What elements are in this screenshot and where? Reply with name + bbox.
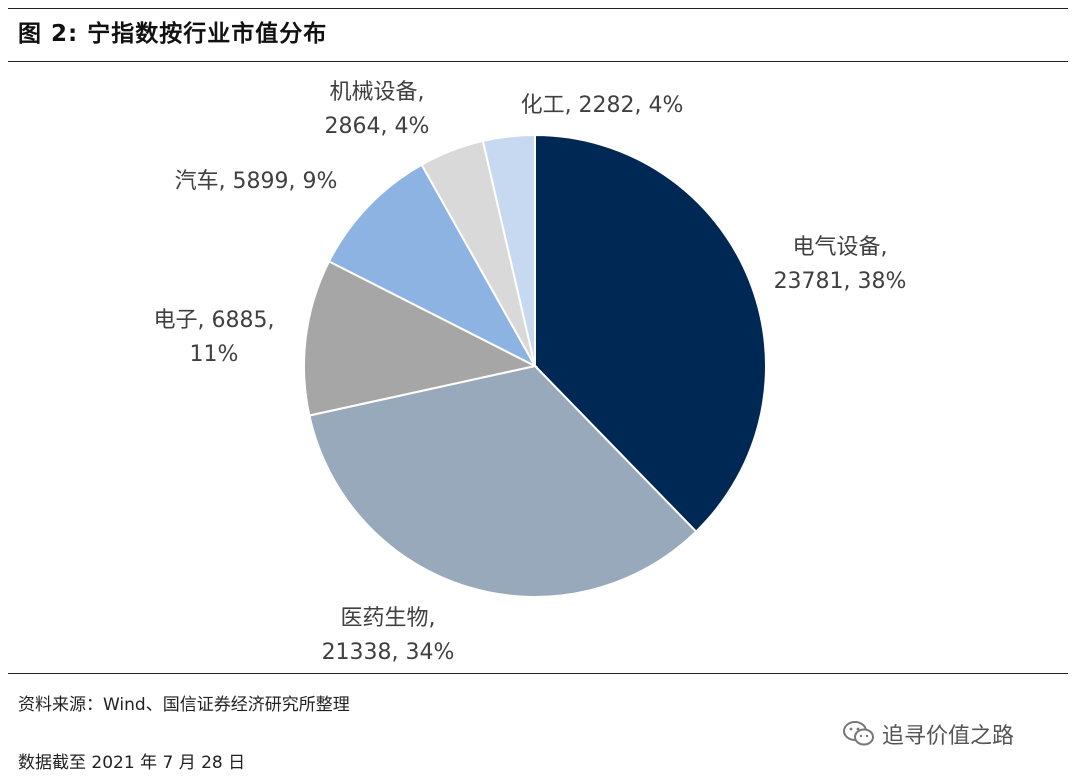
watermark-text: 追寻价值之路 <box>882 724 1015 749</box>
pie-slice-4 <box>327 163 538 369</box>
pie-slices <box>303 133 767 598</box>
slice-label-6: 化工, 2282, 4% <box>521 93 684 118</box>
slice-label-line: 汽车, 5899, 9% <box>175 169 338 194</box>
slice-label-line: 电子, 6885, <box>154 308 275 333</box>
top-rule <box>8 8 1068 9</box>
slice-label-line: 23781, 38% <box>774 269 907 294</box>
pie-labels: 电气设备, 23781, 38% 医药生物, 21338, 34% 电子, 6885, 1… <box>154 80 907 665</box>
pie-slice-6 <box>481 133 536 367</box>
pie-slice-1 <box>534 133 767 533</box>
slice-label-line: 11% <box>190 342 239 367</box>
bottom-rule <box>8 673 1068 674</box>
slice-label-2: 医药生物, 21338, 34% <box>322 606 455 665</box>
pie-chart: 电气设备, 23781, 38% 医药生物, 21338, 34% 电子, 6885, 1… <box>154 80 907 665</box>
slice-label-1: 电气设备, 23781, 38% <box>774 235 907 294</box>
date-note: 数据截至 2021 年 7 月 28 日 <box>18 753 246 773</box>
watermark: 追寻价值之路 <box>842 718 1014 750</box>
slice-label-line: 机械设备, <box>330 80 425 105</box>
title-rule <box>8 61 1068 62</box>
slice-label-line: 医药生物, <box>341 606 436 631</box>
slice-label-4: 汽车, 5899, 9% <box>175 169 338 194</box>
slice-label-line: 2864, 4% <box>325 114 430 139</box>
slice-label-3: 电子, 6885, 11% <box>154 308 275 367</box>
figure-title: 图 2: 宁指数按行业市值分布 <box>18 21 328 47</box>
slice-label-5: 机械设备, 2864, 4% <box>325 80 430 139</box>
pie-slice-2 <box>308 364 698 598</box>
slice-label-line: 化工, 2282, 4% <box>521 93 684 118</box>
wechat-icon <box>843 721 874 746</box>
source-note: 资料来源：Wind、国信证券经济研究所整理 <box>18 695 350 715</box>
pie-slice-3 <box>303 260 538 417</box>
slice-label-line: 21338, 34% <box>322 640 455 665</box>
slice-label-line: 电气设备, <box>793 235 888 260</box>
